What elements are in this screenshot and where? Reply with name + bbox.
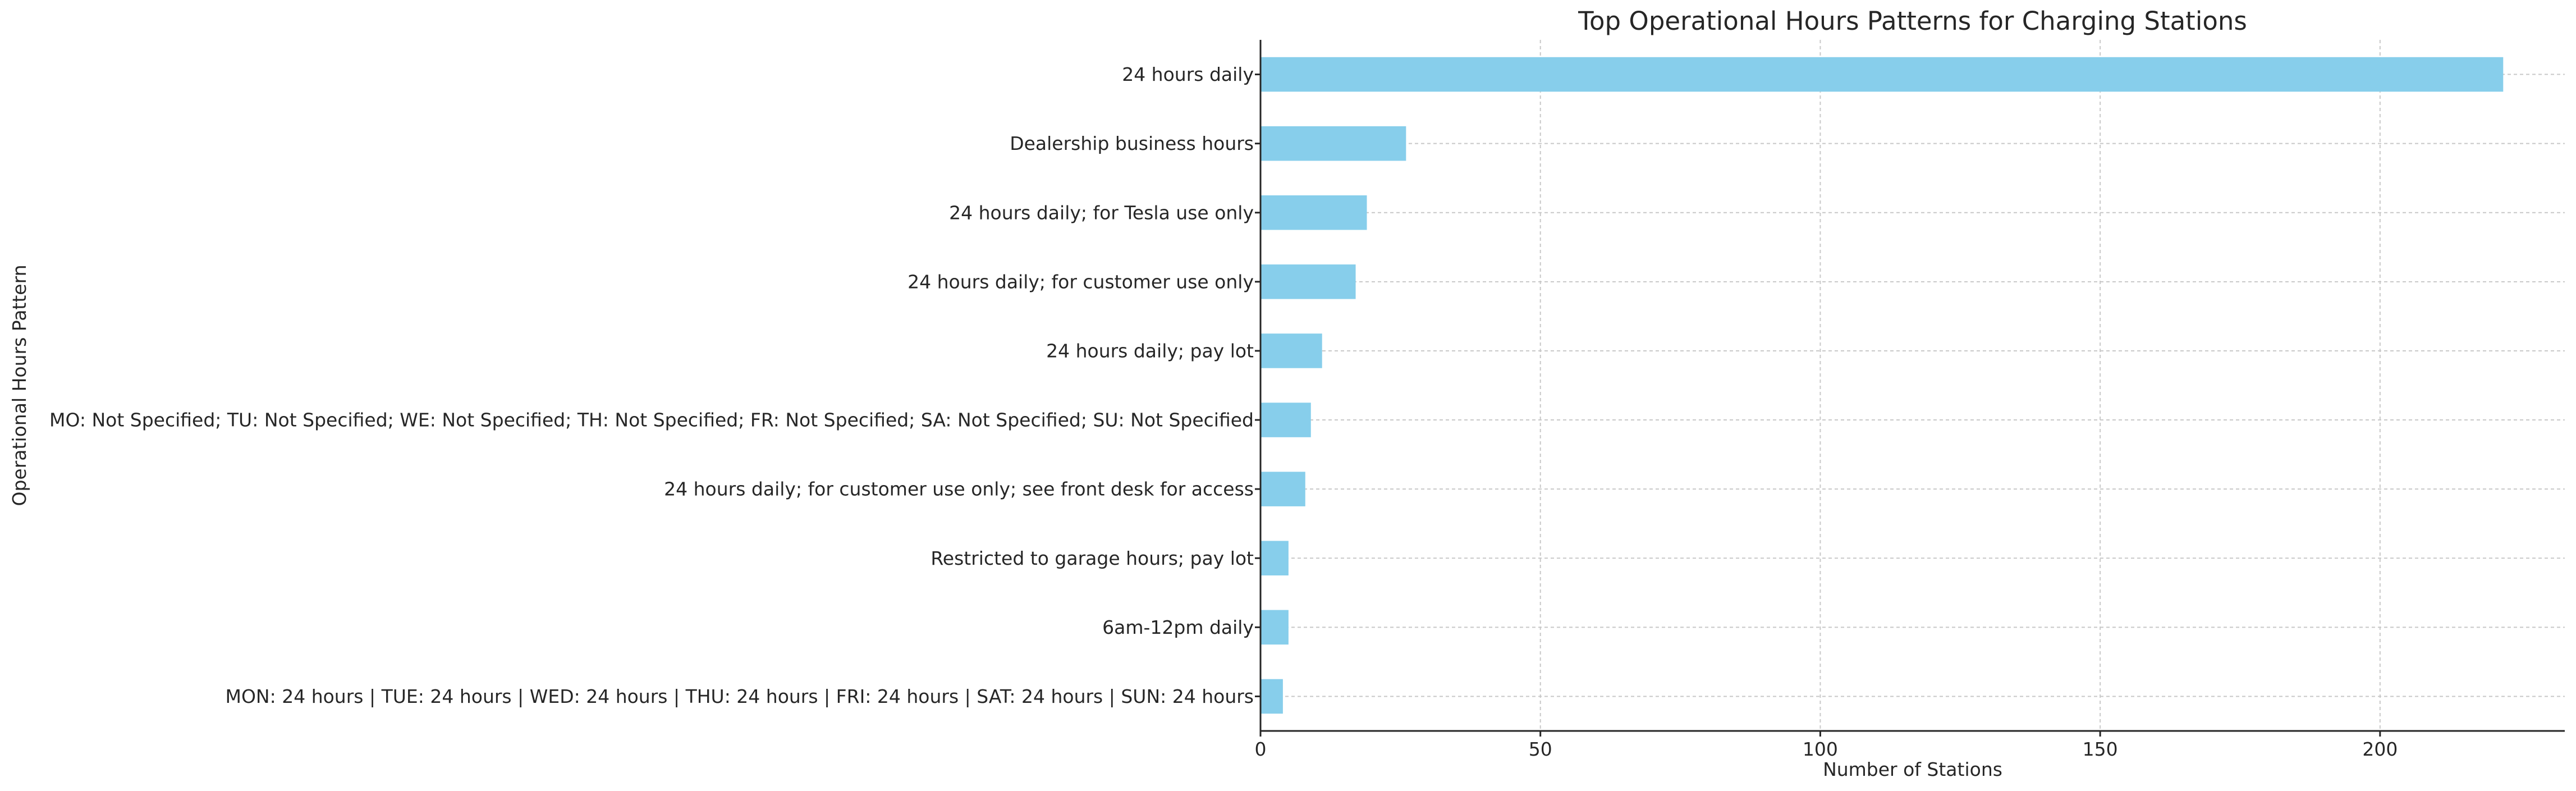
y-tick-label: Restricted to garage hours; pay lot [931,547,1254,569]
grid [1260,40,2565,731]
chart-title: Top Operational Hours Patterns for Charg… [1578,6,2247,36]
bar [1261,403,1311,437]
x-tick-label: 0 [1255,738,1267,760]
bar [1261,472,1305,506]
bar [1261,679,1283,714]
y-tick-label: 24 hours daily; for customer use only [907,271,1254,292]
y-axis-label: Operational Hours Pattern [8,265,30,506]
y-tick-label: 24 hours daily [1122,63,1254,85]
x-axis-ticks: 0 50 100 150 200 [1255,731,2398,760]
x-tick-label: 50 [1529,738,1552,760]
y-tick-label: 24 hours daily; for customer use only; s… [664,478,1254,500]
bars [1261,57,2504,714]
y-tick-label: 24 hours daily; for Tesla use only [949,202,1254,223]
bar [1261,541,1289,576]
y-tick-label: MO: Not Specified; TU: Not Specified; WE… [49,409,1254,431]
y-tick-label: MON: 24 hours | TUE: 24 hours | WED: 24 … [225,685,1254,707]
bar [1261,126,1406,161]
x-tick-label: 100 [1803,738,1838,760]
y-axis-ticks: 24 hours daily Dealership business hours 2… [49,63,1261,707]
x-axis-label: Number of Stations [1823,758,2002,780]
x-tick-label: 200 [2362,738,2398,760]
y-tick-label: 24 hours daily; pay lot [1046,340,1254,362]
bar [1261,610,1289,645]
bar [1261,195,1367,230]
y-tick-label: Dealership business hours [1010,132,1254,154]
bar [1261,57,2504,92]
x-tick-label: 150 [2083,738,2118,760]
bar [1261,333,1322,368]
bar [1261,264,1356,299]
y-tick-label: 6am-12pm daily [1102,616,1254,638]
